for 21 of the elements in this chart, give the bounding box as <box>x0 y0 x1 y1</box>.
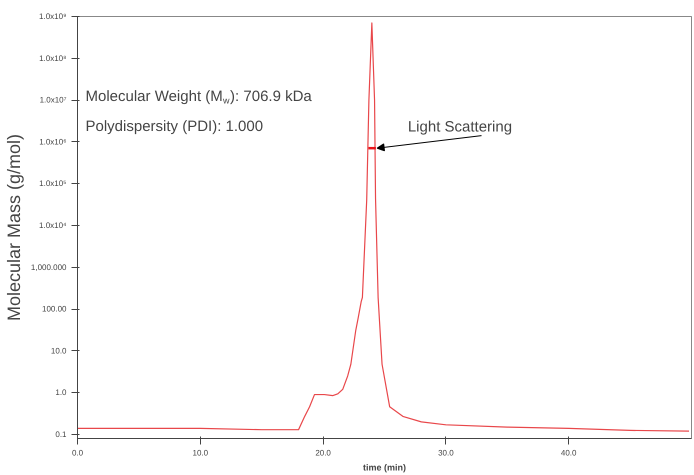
y-tick-label: 1.0x10⁹ <box>39 12 67 21</box>
annotation: Light Scattering <box>408 118 512 136</box>
y-tick-label: 1.0x10⁸ <box>39 54 67 63</box>
annotation: Polydispersity (PDI): 1.000 <box>86 118 264 135</box>
line-series <box>78 22 690 432</box>
x-tick-label: 30.0 <box>438 448 454 458</box>
x-tick-label: 10.0 <box>192 448 209 458</box>
x-tick-label: 0.0 <box>72 448 84 458</box>
x-axis-title: time (min) <box>363 462 406 472</box>
x-tick-label: 40.0 <box>560 448 578 458</box>
y-axis-title: Molecular Mass (g/mol) <box>4 134 24 322</box>
x-tick-label: 20.0 <box>315 448 332 458</box>
y-tick-label: 1.0x10⁷ <box>40 96 67 105</box>
y-tick-label: 10.0 <box>50 346 68 356</box>
y-tick-label: 0.1 <box>55 430 68 439</box>
y-tick-label: 1.0 <box>55 388 68 398</box>
y-tick-label: 100.00 <box>42 304 68 314</box>
y-tick-label: 1,000.000 <box>30 262 68 272</box>
y-tick-label: 1.0x10⁶ <box>39 137 66 146</box>
y-tick-label: 1.0x10⁵ <box>39 179 67 188</box>
y-tick-label: 1.0x10⁴ <box>39 220 68 230</box>
